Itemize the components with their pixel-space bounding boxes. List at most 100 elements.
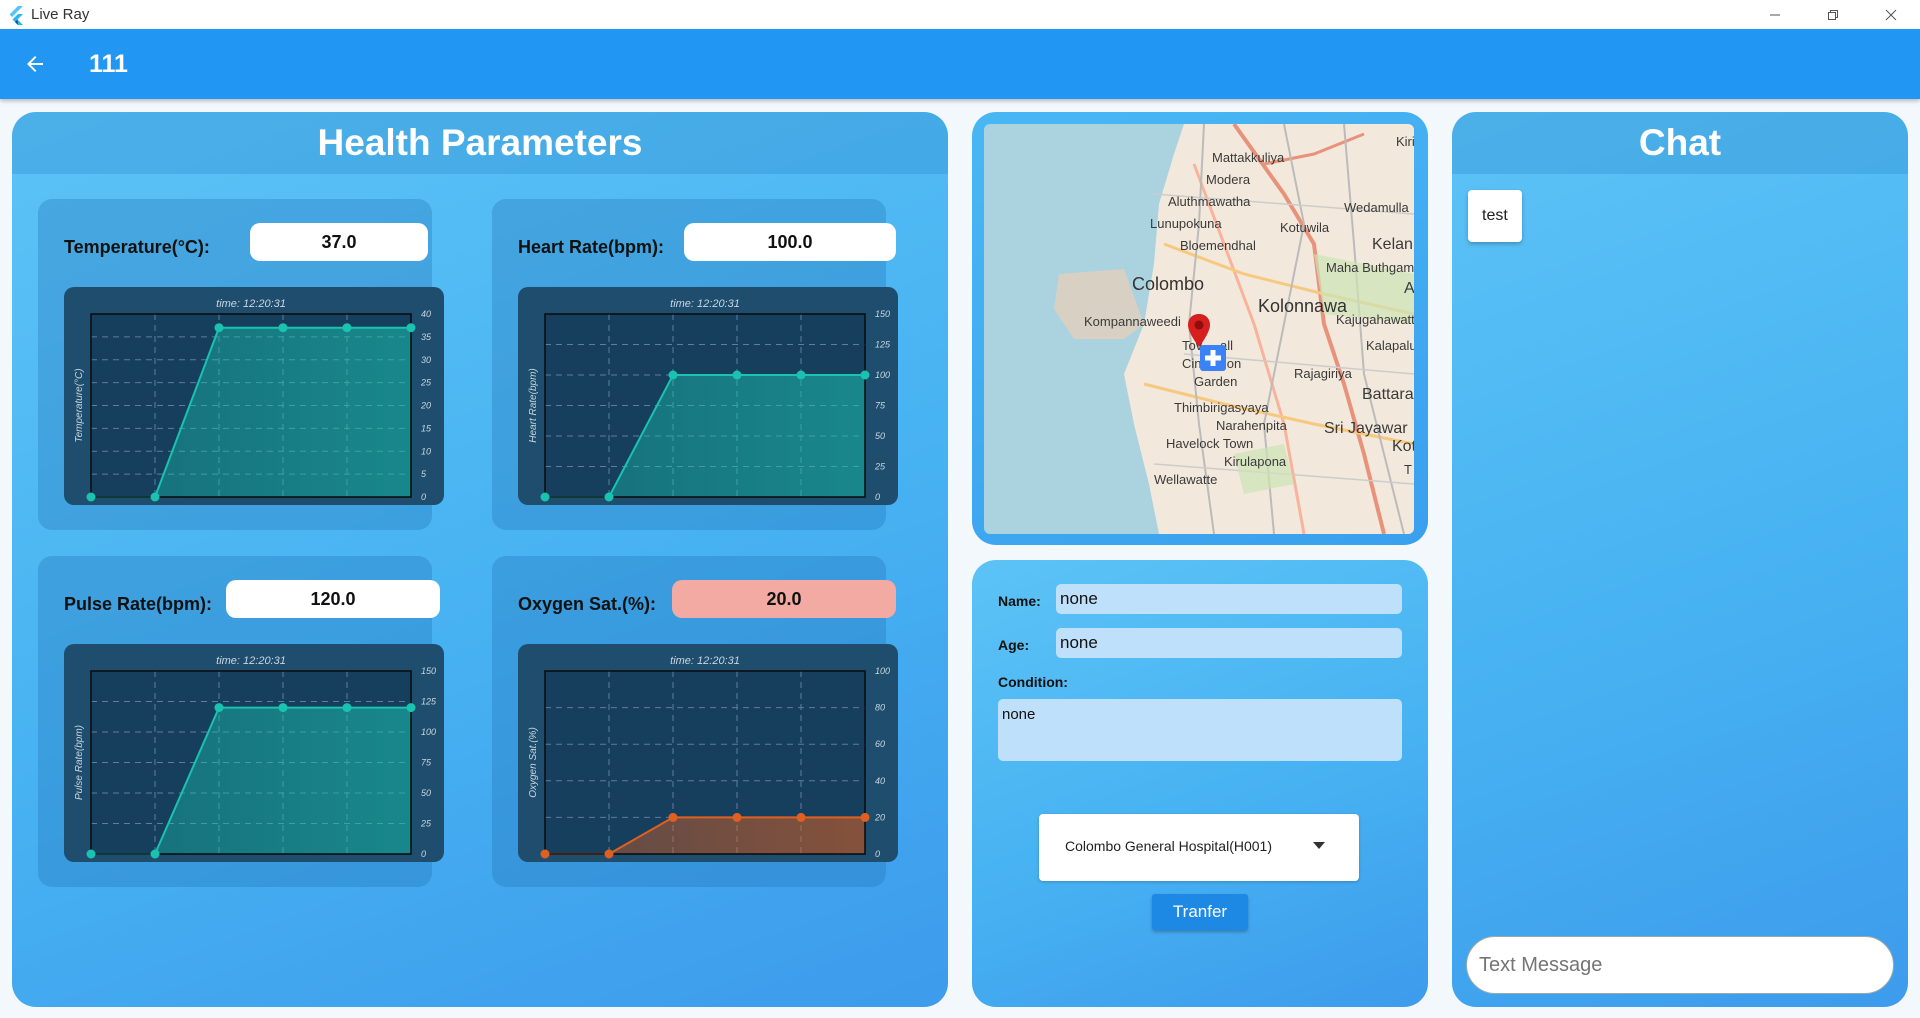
pulse-rate-card: Pulse Rate(bpm): 120.0 0 25 50 75 100 125 150 t… [38,556,444,887]
map-panel: Kiri Mattakkuliya Modera Aluthmawatha We… [972,112,1428,545]
map-label: Modera [1206,172,1251,187]
map-label: Mattakkuliya [1212,150,1285,165]
map-label: Kot [1392,438,1414,455]
chart-time-label: time: 12:20:31 [216,298,286,310]
map-label: Maha Buthgam [1326,260,1414,275]
data-point [668,812,678,822]
map-label: Kirulapona [1224,454,1287,469]
data-point [214,703,224,713]
map-label: Lunupokuna [1150,216,1222,231]
minimize-button[interactable] [1746,0,1804,29]
restore-icon [1828,9,1838,20]
window-title: Live Ray [31,6,90,23]
age-label: Age: [998,637,1030,653]
map-label: Bloemendhal [1180,238,1256,253]
y-tick-label: 60 [875,739,885,749]
y-tick-label: 125 [875,340,891,350]
page-title: 111 [89,50,128,78]
heart-rate-card: Heart Rate(bpm): 100.0 0 25 50 75 100 125 150 t… [492,199,898,530]
restore-button[interactable] [1804,0,1862,29]
data-point [860,812,870,822]
data-point [732,370,742,380]
hospital-plus-icon[interactable] [1200,345,1226,371]
data-point [86,492,96,502]
data-point [796,812,806,822]
y-tick-label: 0 [421,492,426,502]
y-tick-label: 100 [875,370,890,380]
data-point [342,323,352,333]
plot-frame [90,670,412,855]
close-window-button[interactable] [1862,0,1920,29]
caret-down-icon [1313,842,1325,849]
chat-panel: Chat test [1452,112,1908,1007]
location-map[interactable]: Kiri Mattakkuliya Modera Aluthmawatha We… [984,124,1414,534]
data-point [668,370,678,380]
map-label: Colombo [1132,274,1205,294]
y-tick-label: 125 [421,697,437,707]
hospital-select-value: Colombo General Hospital(H001) [1065,838,1272,854]
hospital-select[interactable]: Colombo General Hospital(H001) [1039,814,1359,881]
data-point [540,492,550,502]
flutter-logo-icon [9,5,23,25]
oxygen-sat-chart: 0 20 40 60 80 100 time: 12:20:31 Oxygen Sat.(%) [518,644,898,862]
chat-title: Chat [1452,112,1908,174]
data-point [732,812,742,822]
map-label: Havelock Town [1166,436,1254,451]
y-tick-label: 35 [421,332,432,342]
map-label: Aluthmawatha [1168,194,1251,209]
map-label: Kelan [1372,236,1413,253]
oxygen-sat-value: 20.0 [672,580,896,618]
age-field[interactable]: none [1056,628,1402,658]
map-label: Wellawatte [1154,472,1218,487]
transfer-button[interactable]: Tranfer [1152,894,1248,930]
plot-frame [544,670,866,855]
minimize-icon [1770,14,1780,15]
data-point [860,370,870,380]
data-point [406,323,416,333]
name-label: Name: [998,593,1041,609]
y-tick-label: 25 [420,378,432,388]
pulse-rate-chart: 0 25 50 75 100 125 150 time: 12:20:31 Pulse Rate… [64,644,444,862]
data-point [150,492,160,502]
data-point [406,703,416,713]
y-tick-label: 100 [875,666,890,676]
condition-field[interactable]: none [998,699,1402,761]
y-tick-label: 40 [875,776,885,786]
map-label: Garden [1194,374,1238,389]
series-area [91,707,411,854]
y-tick-label: 25 [874,462,886,472]
health-parameters-title: Health Parameters [12,112,948,174]
chat-message-input[interactable] [1466,936,1894,994]
data-point [604,492,614,502]
data-point [214,323,224,333]
y-tick-label: 10 [421,446,431,456]
app-bar: 111 [0,29,1920,99]
map-label: Narahenpita [1216,418,1287,433]
name-field[interactable]: none [1056,584,1402,614]
map-label: Sri Jayawar [1324,420,1408,437]
series-area [91,327,411,497]
health-parameters-panel: Health Parameters Temperature(°C): 37.0 … [12,112,948,1007]
chat-message: test [1468,190,1522,242]
oxygen-sat-card: Oxygen Sat.(%): 20.0 0 20 40 60 80 100 time: 1… [492,556,898,887]
data-point [86,849,96,859]
pulse-rate-label: Pulse Rate(bpm): [64,594,213,614]
location-pin-icon[interactable] [1187,314,1211,348]
y-tick-label: 40 [421,309,431,319]
y-tick-label: 0 [421,849,426,859]
data-point [150,849,160,859]
temperature-value: 37.0 [250,223,428,261]
y-tick-label: 100 [421,727,436,737]
data-point [278,323,288,333]
y-axis-label: Temperature(°C) [74,368,85,442]
y-tick-label: 150 [875,309,890,319]
heart-rate-chart: 0 25 50 75 100 125 150 time: 12:20:31 Heart Rate… [518,287,898,505]
y-tick-label: 50 [875,431,885,441]
y-tick-label: 25 [420,819,432,829]
y-tick-label: 20 [874,812,885,822]
map-label: Kotuwila [1280,220,1330,235]
y-axis-label: Oxygen Sat.(%) [528,727,539,798]
back-button[interactable] [18,47,52,81]
map-label: T [1404,462,1412,477]
pulse-rate-value: 120.0 [226,580,440,618]
